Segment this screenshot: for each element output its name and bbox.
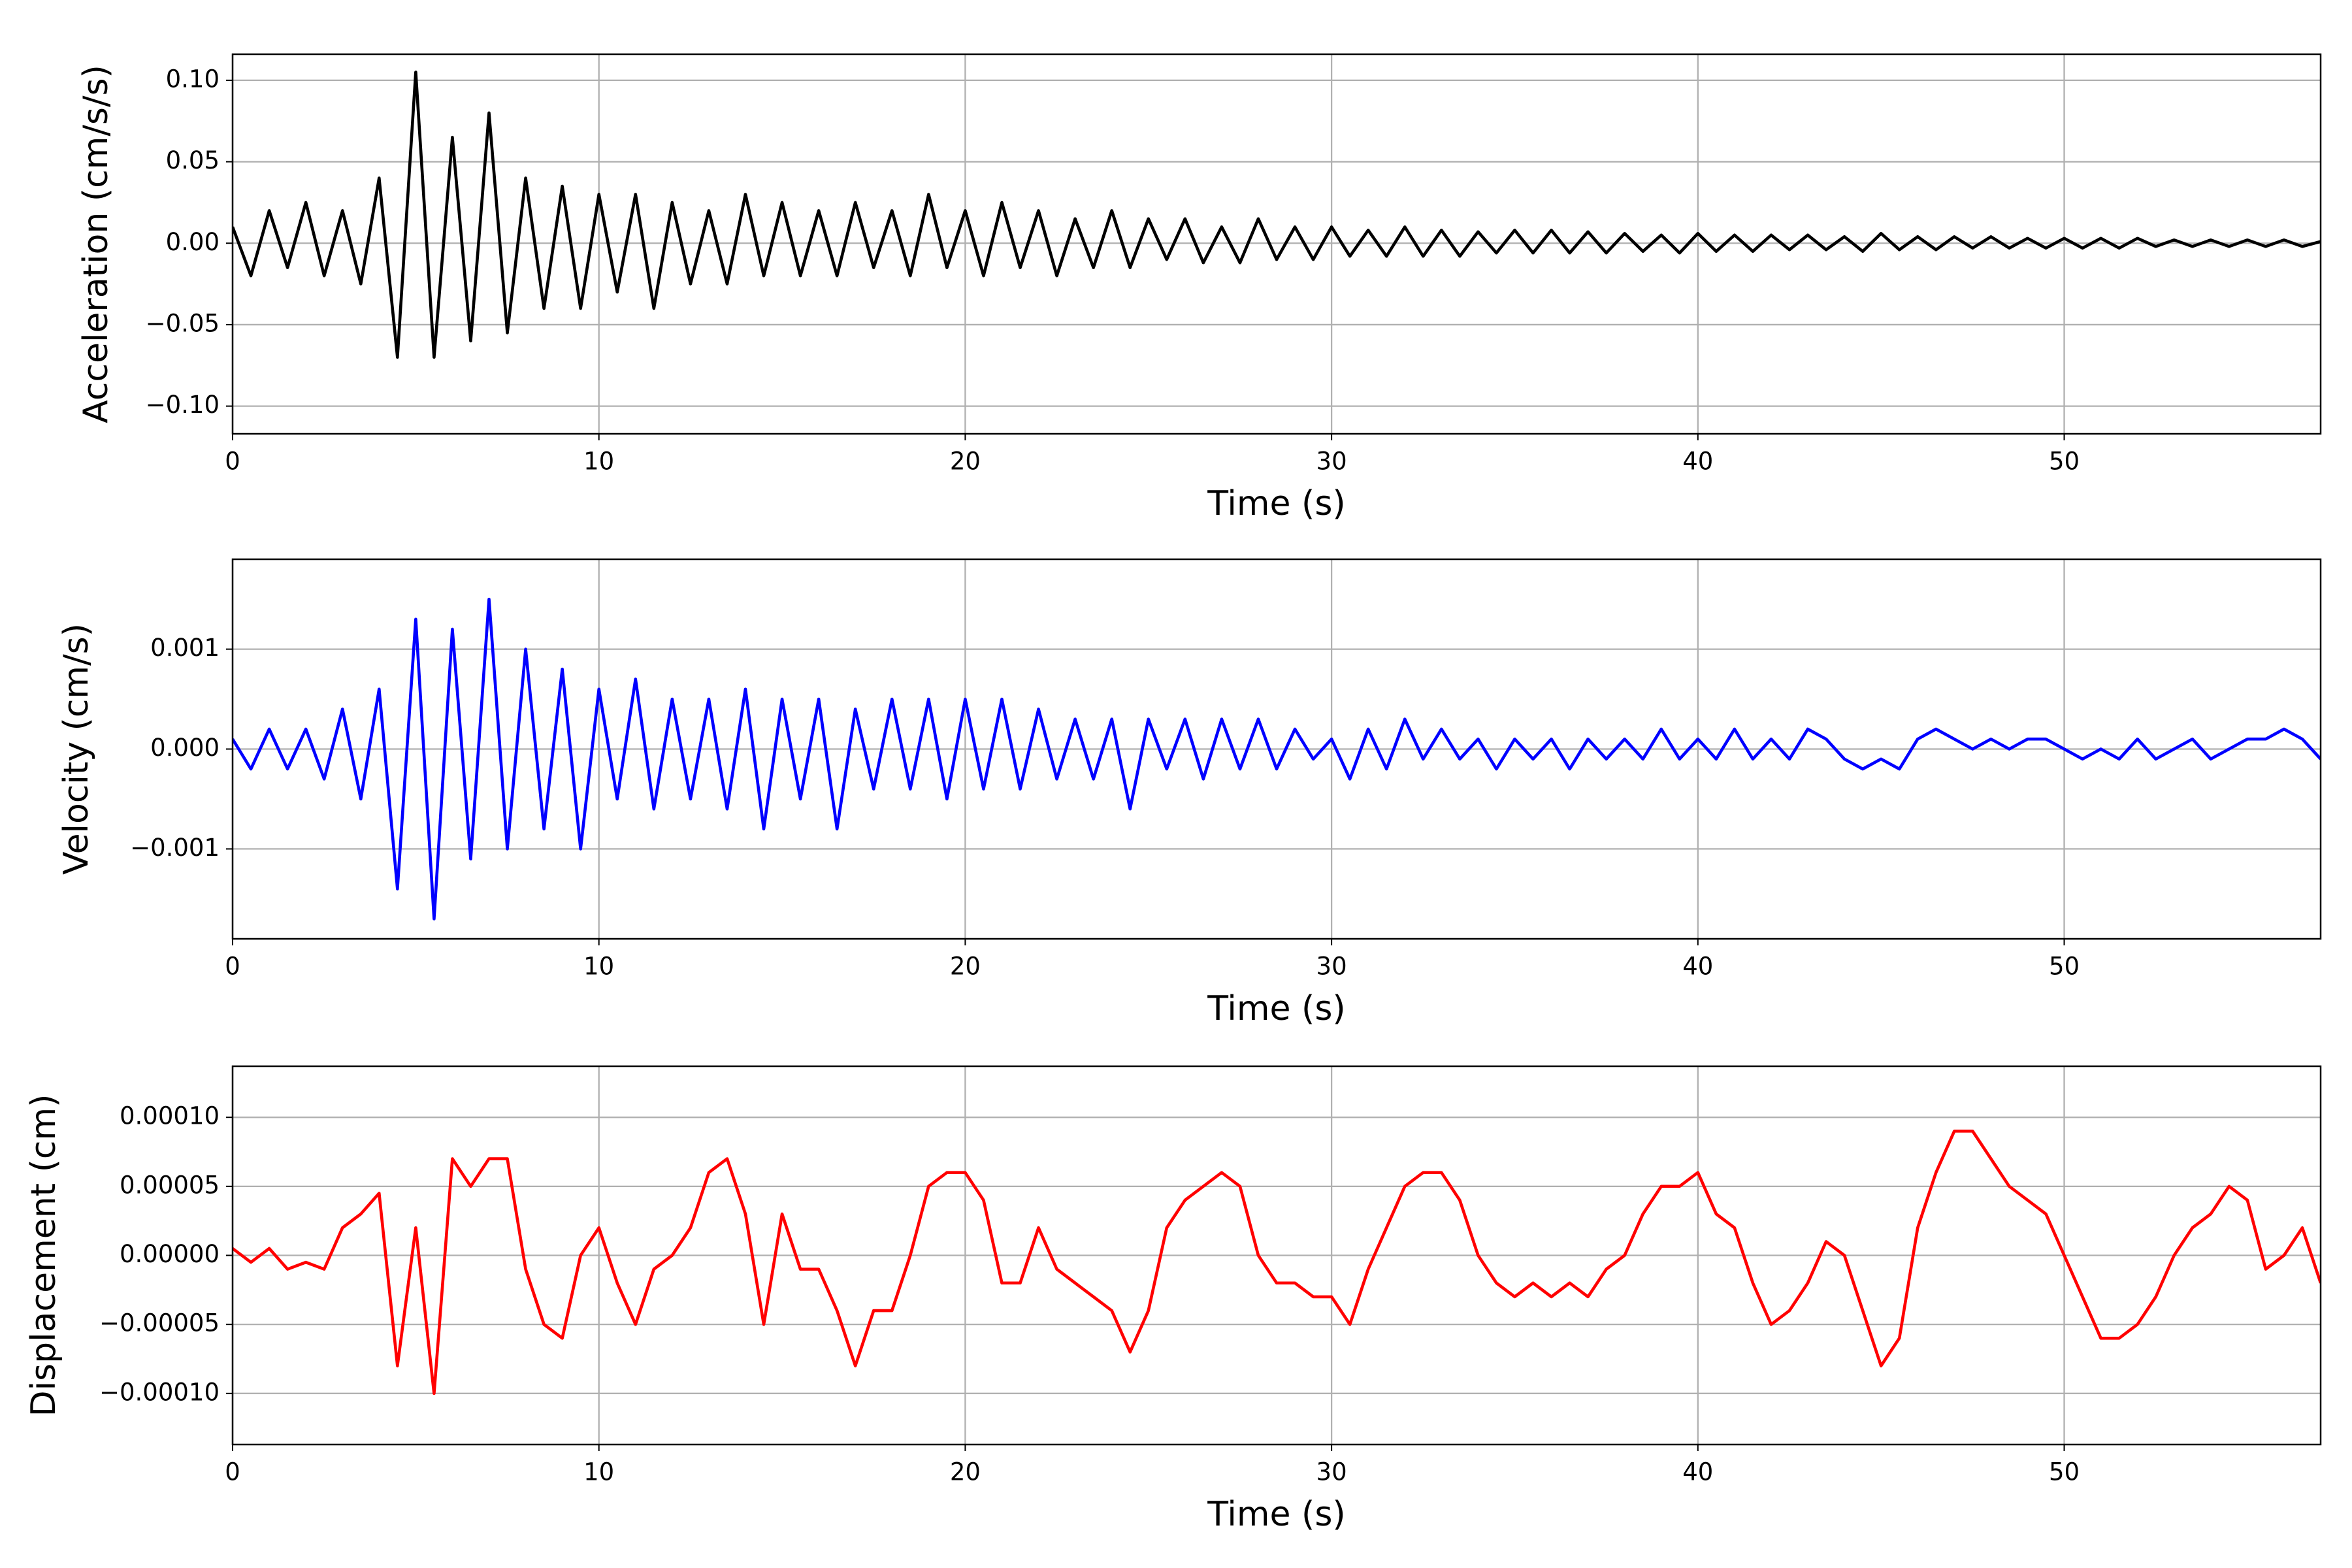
y-tick-label: 0.00010 — [120, 1102, 220, 1130]
x-tick-label: 40 — [1682, 1458, 1713, 1486]
x-axis-label: Time (s) — [1207, 989, 1345, 1028]
y-tick-label: 0.00005 — [120, 1171, 220, 1199]
data-line — [233, 1130, 2321, 1396]
x-tick-label: 30 — [1316, 953, 1347, 981]
data-line — [233, 597, 2321, 921]
x-tick-label: 0 — [225, 1458, 240, 1486]
y-tick-label: −0.00005 — [99, 1309, 220, 1337]
axes-frame — [231, 53, 2322, 435]
y-tick-label: −0.10 — [146, 391, 220, 419]
x-axis-label: Time (s) — [1207, 484, 1345, 523]
x-tick-label: 10 — [583, 1458, 614, 1486]
x-tick-label: 0 — [225, 448, 240, 476]
y-tick-label: 0.001 — [150, 634, 220, 662]
x-tick-label: 0 — [225, 953, 240, 981]
x-tick-label: 10 — [583, 448, 614, 476]
x-tick-label: 20 — [950, 953, 981, 981]
y-tick-label: 0.000 — [150, 734, 220, 762]
y-tick-label: −0.05 — [146, 309, 220, 337]
x-tick-label: 10 — [583, 953, 614, 981]
y-axis-label: Velocity (cm/s) — [57, 623, 96, 875]
x-axis-label: Time (s) — [1207, 1495, 1345, 1534]
x-tick-label: 30 — [1316, 448, 1347, 476]
x-tick-label: 50 — [2049, 953, 2080, 981]
x-tick-label: 20 — [950, 448, 981, 476]
y-axis-label: Displacement (cm) — [24, 1094, 63, 1417]
y-tick-label: −0.00010 — [99, 1378, 220, 1406]
axes-frame — [231, 558, 2322, 940]
plot-area — [233, 597, 2321, 921]
data-line — [233, 71, 2321, 359]
plot-area — [233, 1130, 2321, 1396]
y-tick-label: −0.001 — [130, 834, 220, 862]
x-tick-label: 50 — [2049, 1458, 2080, 1486]
plot-area — [233, 71, 2321, 359]
x-tick-label: 40 — [1682, 953, 1713, 981]
y-tick-label: 0.10 — [166, 65, 220, 93]
x-tick-label: 20 — [950, 1458, 981, 1486]
axes-frame — [231, 1065, 2322, 1446]
x-tick-label: 30 — [1316, 1458, 1347, 1486]
y-tick-label: 0.05 — [166, 146, 220, 174]
y-axis-label: Acceleration (cm/s/s) — [76, 65, 116, 423]
x-tick-label: 40 — [1682, 448, 1713, 476]
y-tick-label: 0.00000 — [120, 1240, 220, 1268]
x-tick-label: 50 — [2049, 448, 2080, 476]
y-tick-label: 0.00 — [166, 228, 220, 256]
